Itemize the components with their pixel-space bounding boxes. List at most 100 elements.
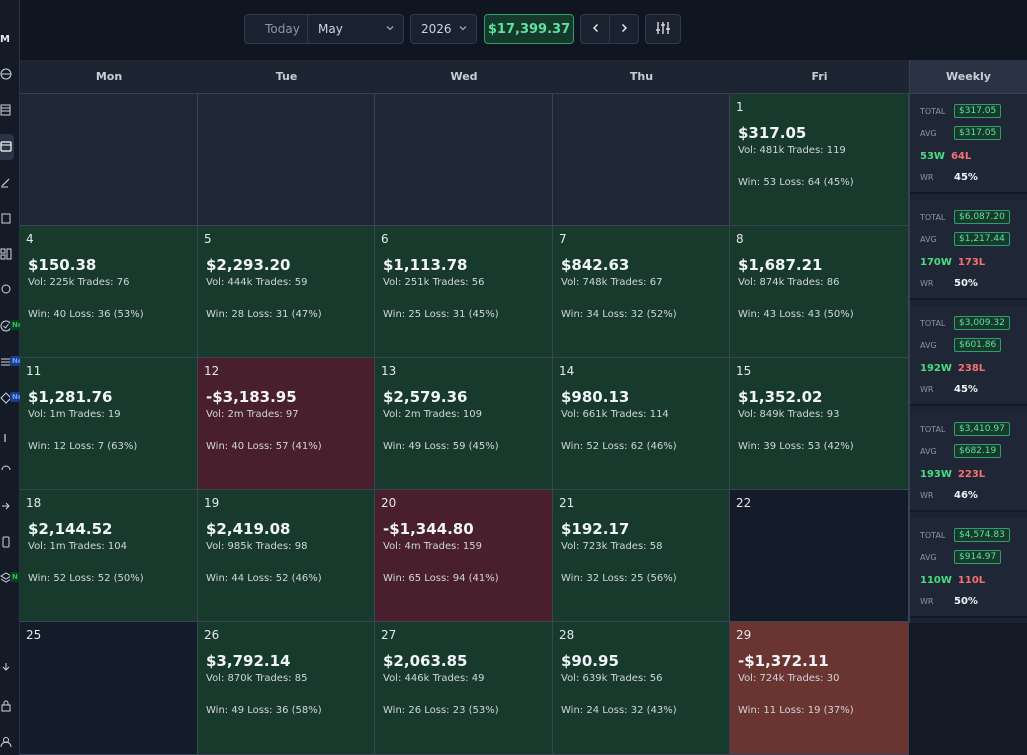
day-pnl: -$3,183.95 [206,388,297,406]
day-number: 4 [26,232,34,246]
day-pnl: $2,579.36 [383,388,468,406]
user-icon[interactable] [0,736,12,748]
day-volume-trades: Vol: 1m Trades: 104 [28,541,128,552]
day-pnl: $2,063.85 [383,652,468,670]
weekly-avg-value: $1,217.44 [954,232,1010,246]
day-cell-25[interactable]: 25 [20,622,198,755]
day-number: 20 [381,496,397,510]
day-cell-4[interactable]: 4 $150.38 Vol: 225k Trades: 76 Win: 40 Loss… [20,226,198,358]
weekly-losses: 173L [957,257,986,268]
day-cell-5[interactable]: 5 $2,293.20 Vol: 444k Trades: 59 Win: 28 Lo… [198,226,375,358]
weekly-total-label: TOTAL [920,530,946,540]
day-cell-27[interactable]: 27 $2,063.85 Vol: 446k Trades: 49 Win: 26 L… [375,622,553,755]
weekly-avg-label: AVG [920,128,937,138]
day-cell-20[interactable]: 20 -$1,344.80 Vol: 4m Trades: 159 Win: 65 L… [375,490,553,622]
weekly-total-value: $6,087.20 [954,210,1010,224]
day-cell-29[interactable]: 29 -$1,372.11 Vol: 724k Trades: 30 Win: 11 … [730,622,909,755]
diamond-icon[interactable] [0,392,12,404]
sidebar-rail: M NewNeNeN [0,0,32,755]
globe-icon[interactable] [0,68,12,80]
refresh-icon[interactable] [0,464,12,476]
day-cell-1[interactable]: 1 $317.05 Vol: 481k Trades: 119 Win: 53 Los… [730,94,909,226]
lock-icon[interactable] [0,700,12,712]
day-header-thu: Thu [553,60,730,94]
day-number: 21 [559,496,575,510]
weekly-avg-value: $601.86 [954,338,1002,352]
day-volume-trades: Vol: 2m Trades: 109 [383,409,483,420]
day-volume-trades: Vol: 1m Trades: 19 [28,409,121,420]
phone-icon[interactable] [0,536,12,548]
day-cell-13[interactable]: 13 $2,579.36 Vol: 2m Trades: 109 Win: 49 Lo… [375,358,553,490]
weekly-wins: 170W [920,257,952,268]
ledger-icon[interactable] [0,104,12,116]
day-pnl: $1,113.78 [383,256,468,274]
day-cell-14[interactable]: 14 $980.13 Vol: 661k Trades: 114 Win: 52 Lo… [553,358,730,490]
day-cell-21[interactable]: 21 $192.17 Vol: 723k Trades: 58 Win: 32 Los… [553,490,730,622]
day-win-loss: Win: 44 Loss: 52 (46%) [206,573,322,584]
active-nav-highlight [0,134,14,160]
day-win-loss: Win: 49 Loss: 36 (58%) [206,705,322,716]
day-pnl: $1,687.21 [738,256,823,274]
weekly-panel-empty-area [909,623,1027,755]
day-cell-6[interactable]: 6 $1,113.78 Vol: 251k Trades: 56 Win: 25 Lo… [375,226,553,358]
day-cell-22[interactable]: 22 [730,490,909,622]
day-volume-trades: Vol: 870k Trades: 85 [206,673,308,684]
weekly-wins: 192W [920,363,952,374]
weekly-winrate-label: WR [920,173,934,182]
sliders-icon [655,21,671,38]
day-cell-7[interactable]: 7 $842.63 Vol: 748k Trades: 67 Win: 34 Loss… [553,226,730,358]
day-pnl: $192.17 [561,520,630,538]
day-number: 14 [559,364,575,378]
weekly-summary-card: TOTAL $3,410.97 AVG $682.19 193W 223L WR 46% [910,412,1027,512]
day-number: 27 [381,628,397,642]
day-cell-19[interactable]: 19 $2,419.08 Vol: 985k Trades: 98 Win: 44 L… [198,490,375,622]
day-cell-8[interactable]: 8 $1,687.21 Vol: 874k Trades: 86 Win: 43 Lo… [730,226,909,358]
weekly-total-value: $317.05 [954,104,1002,118]
weekly-total-value: $3,410.97 [954,422,1010,436]
bar-icon[interactable] [0,432,12,444]
day-volume-trades: Vol: 225k Trades: 76 [28,277,130,288]
weekly-winrate: 45% [954,172,978,183]
day-win-loss: Win: 40 Loss: 57 (41%) [206,441,322,452]
weekly-total-label: TOTAL [920,106,946,116]
weekly-losses: 223L [957,469,986,480]
year-select[interactable]: 2026 [410,14,477,44]
day-pnl: $3,792.14 [206,652,291,670]
day-number: 19 [204,496,220,510]
download-icon[interactable] [0,662,12,674]
weekly-summary-card: TOTAL $6,087.20 AVG $1,217.44 170W 173L WR 50% [910,200,1027,300]
calendar-icon[interactable] [0,140,12,152]
day-header-mon: Mon [20,60,198,94]
day-cell-26[interactable]: 26 $3,792.14 Vol: 870k Trades: 85 Win: 49 L… [198,622,375,755]
prev-month-button[interactable] [580,14,610,44]
weekly-summary-card: TOTAL $3,009.32 AVG $601.86 192W 238L WR 45% [910,306,1027,406]
clipboard-icon[interactable] [0,212,12,224]
day-pnl: $2,419.08 [206,520,291,538]
day-number: 6 [381,232,389,246]
day-cell-18[interactable]: 18 $2,144.52 Vol: 1m Trades: 104 Win: 52 Lo… [20,490,198,622]
day-cell-28[interactable]: 28 $90.95 Vol: 639k Trades: 56 Win: 24 Loss… [553,622,730,755]
bulb-icon[interactable] [0,284,12,296]
new-badge: Ne [10,356,25,366]
weekly-losses: 64L [950,151,972,162]
day-win-loss: Win: 52 Loss: 52 (50%) [28,573,144,584]
calendar-grid: Mon Tue Wed Thu Fri 1 $317.05 Vol: 481k Trades:… [20,60,909,755]
day-volume-trades: Vol: 4m Trades: 159 [383,541,483,552]
day-volume-trades: Vol: 444k Trades: 59 [206,277,308,288]
month-select[interactable]: May [307,14,404,44]
chevron-right-icon [618,22,630,37]
weekly-total-label: TOTAL [920,424,946,434]
list-icon[interactable] [0,356,12,368]
filters-button[interactable] [645,14,681,44]
pencil-icon[interactable] [0,176,12,188]
layout-icon[interactable] [0,248,12,260]
next-month-button[interactable] [609,14,639,44]
weekly-summary-panel: Weekly TOTAL $317.05 AVG $317.05 53W 64L WR 45%… [909,60,1027,623]
day-win-loss: Win: 28 Loss: 31 (47%) [206,309,322,320]
arrow-icon[interactable] [0,500,12,512]
day-cell-11[interactable]: 11 $1,281.76 Vol: 1m Trades: 19 Win: 12 Los… [20,358,198,490]
weekly-avg-value: $317.05 [954,126,1002,140]
day-cell-15[interactable]: 15 $1,352.02 Vol: 849k Trades: 93 Win: 39 L… [730,358,909,490]
day-number: 26 [204,628,220,642]
day-cell-12[interactable]: 12 -$3,183.95 Vol: 2m Trades: 97 Win: 40 Lo… [198,358,375,490]
